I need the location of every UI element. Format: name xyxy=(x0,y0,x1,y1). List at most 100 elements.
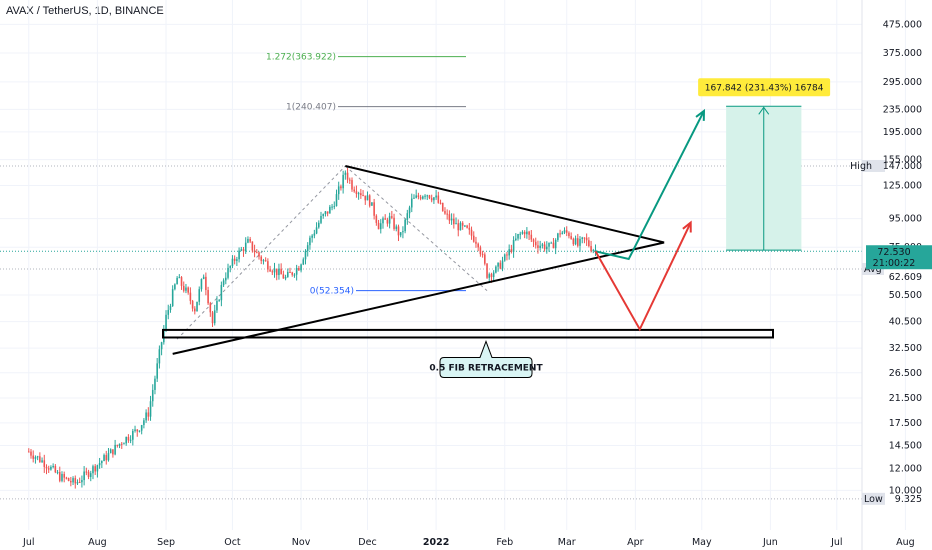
candle-body xyxy=(36,456,39,458)
candle-body xyxy=(244,242,247,252)
candle-body xyxy=(333,206,336,208)
price-tick-label: 50.500 xyxy=(889,290,922,301)
candle-body xyxy=(174,284,176,290)
candle-body xyxy=(335,194,338,207)
candle-body xyxy=(366,195,369,201)
bearish-path-arrow xyxy=(594,222,692,332)
candle-body xyxy=(331,206,333,208)
price-tick-label: 10.000 xyxy=(889,485,922,496)
candle-body xyxy=(430,198,433,201)
candle-body xyxy=(337,186,340,195)
candle-body xyxy=(481,254,484,256)
candle-body xyxy=(70,481,72,483)
candle-body xyxy=(41,460,43,462)
candle-body xyxy=(435,195,437,198)
time-tick-label: Dec xyxy=(358,537,376,548)
candle-body xyxy=(240,249,243,251)
price-axis[interactable]: 475.000 375.000 295.000 235.000 195.000 155.0… xyxy=(850,0,932,550)
candle-body xyxy=(134,429,136,431)
candle-body xyxy=(546,246,548,250)
candle-body xyxy=(58,472,61,481)
candle-body xyxy=(211,312,214,324)
time-tick-label: Aug xyxy=(896,537,915,548)
candle-body xyxy=(273,268,276,273)
candle-body xyxy=(293,274,296,276)
candle-body xyxy=(526,231,528,235)
candle-body xyxy=(351,180,353,190)
candle-body xyxy=(165,314,167,329)
candle-body xyxy=(300,264,302,271)
candle-body xyxy=(528,231,530,235)
candle-body xyxy=(501,260,504,269)
candle-body xyxy=(309,237,311,246)
candle-body xyxy=(377,222,380,230)
low-tag-bg xyxy=(862,492,885,505)
candle-body xyxy=(87,471,90,477)
time-tick-label: Sep xyxy=(157,537,175,548)
candle-body xyxy=(329,206,331,214)
candle-body xyxy=(479,247,482,255)
candle-body xyxy=(588,240,590,247)
candle-body xyxy=(136,429,139,432)
candle-body xyxy=(581,237,584,239)
candle-body xyxy=(154,378,156,390)
price-tick-label: 95.000 xyxy=(889,214,922,225)
candle-body xyxy=(419,197,422,199)
low-tag-label: Low xyxy=(864,494,883,505)
candle-body xyxy=(548,242,550,247)
candle-body xyxy=(222,280,225,286)
candle-body xyxy=(233,258,236,261)
candle-body xyxy=(470,229,473,236)
price-tick-label: 26.500 xyxy=(889,368,922,379)
fib-level-label: 1.272(363.922) xyxy=(266,53,336,63)
candle-body xyxy=(406,213,409,220)
time-axis[interactable]: Jul Aug Sep Oct Nov Dec 2022 Feb Mar Apr May Jun Jul… xyxy=(22,537,915,548)
candle-body xyxy=(27,451,30,453)
candle-body xyxy=(386,219,389,224)
candle-body xyxy=(461,222,464,226)
candle-body xyxy=(185,287,187,291)
candle-body xyxy=(379,223,382,230)
candle-body xyxy=(171,289,174,307)
time-tick-label: May xyxy=(692,537,712,548)
candle-body xyxy=(317,222,320,228)
candle-body xyxy=(395,226,398,229)
candle-body xyxy=(561,232,564,235)
candle-body xyxy=(176,277,178,285)
fib-retracement-callout xyxy=(439,340,533,378)
candle-body xyxy=(205,276,207,291)
candle-body xyxy=(503,254,506,261)
candle-body xyxy=(56,472,59,474)
candle-body xyxy=(262,260,265,262)
candle-body xyxy=(194,308,196,312)
candle-body xyxy=(167,309,170,315)
candle-body xyxy=(534,241,537,246)
candle-body xyxy=(182,285,185,291)
time-tick-label: Mar xyxy=(558,537,576,548)
drawings-front: 0.5 FIB RETRACEMENT xyxy=(162,108,774,378)
candle-body xyxy=(127,436,130,441)
candle-body xyxy=(216,300,218,311)
candle-body xyxy=(220,285,223,301)
time-tick-label: Oct xyxy=(224,537,241,548)
price-tick-label: 375.000 xyxy=(883,48,922,59)
candle-body xyxy=(550,242,553,244)
candle-body xyxy=(541,244,544,246)
candle-body xyxy=(74,478,77,484)
candle-body xyxy=(433,197,435,201)
candle-body xyxy=(72,478,74,483)
candle-body xyxy=(488,274,491,278)
candle-body xyxy=(65,477,68,479)
high-value-label: 147.000 xyxy=(883,161,922,172)
candle-body xyxy=(202,276,205,280)
candle-body xyxy=(98,463,101,466)
candle-body xyxy=(92,466,94,474)
candle-body xyxy=(492,272,495,278)
time-tick-label: Jun xyxy=(762,537,778,548)
candle-body xyxy=(375,215,378,223)
candle-body xyxy=(260,256,263,261)
candle-body xyxy=(448,214,451,221)
last-price-tag xyxy=(866,245,932,270)
candle-body xyxy=(530,234,533,240)
